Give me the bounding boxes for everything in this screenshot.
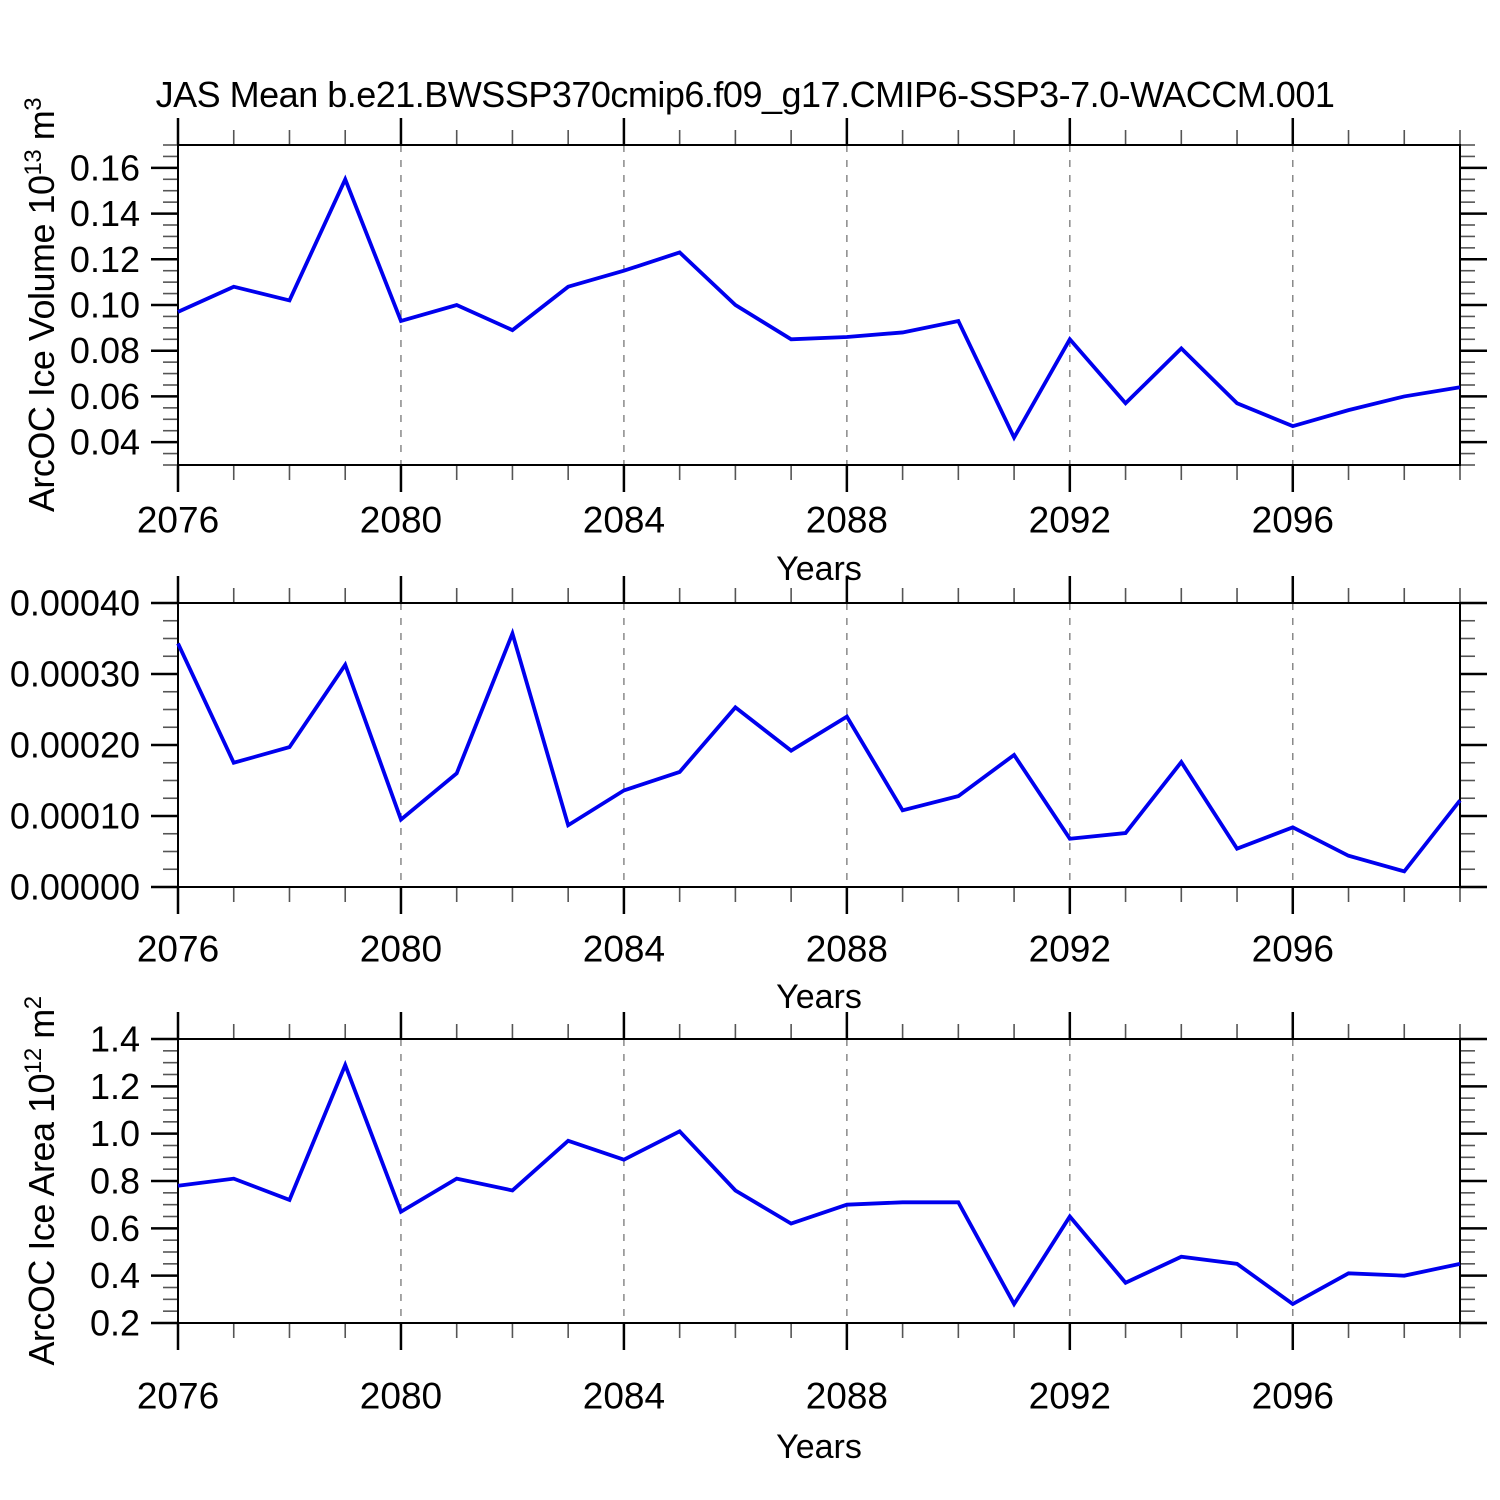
y-tick-label: 1.4 — [90, 1019, 140, 1060]
ice-volume-x-tick-labels: 2076 2080 2084 2088 2092 2096 — [137, 500, 1334, 541]
x-tick-label: 2080 — [360, 1376, 442, 1417]
x-tick-label: 2080 — [360, 929, 442, 970]
ice-middle-x-tick-labels: 2076 2080 2084 2088 2092 2096 — [137, 929, 1334, 970]
y-tick-label: 0.10 — [70, 285, 140, 326]
ice-middle-y-tick-labels: 0.00000 0.00010 0.00020 0.00030 0.00040 — [10, 583, 140, 908]
ice-middle-y-ticks — [151, 601, 1487, 889]
y-tick-label: 0.00030 — [10, 654, 140, 695]
y-tick-label: 0.8 — [90, 1161, 140, 1202]
x-tick-label: 2088 — [806, 929, 888, 970]
ice-volume-x-ticks — [176, 118, 1461, 492]
ice-area-y-ticks — [151, 1037, 1487, 1325]
ice-volume-gridlines — [400, 145, 1294, 465]
y-tick-label: 0.00040 — [10, 583, 140, 624]
x-tick-label: 2076 — [137, 500, 219, 541]
y-tick-label: 0.04 — [70, 422, 140, 463]
y-tick-label: 0.00020 — [10, 725, 140, 766]
ice-area-x-tick-labels: 2076 2080 2084 2088 2092 2096 — [137, 1376, 1334, 1417]
y-tick-label: 0.06 — [70, 376, 140, 417]
ice-volume-y-tick-labels: 0.04 0.06 0.080.10 0.12 0.14 0.16 — [70, 147, 140, 462]
ice-middle-x-axis-title: Years — [776, 978, 862, 1016]
ice-middle-x-ticks — [176, 576, 1461, 914]
y-tick-label: 0.2 — [90, 1303, 140, 1344]
x-tick-label: 2096 — [1252, 1376, 1334, 1417]
chart-ice-area: 0.2 0.4 0.6 0.8 1.0 1.2 1.4 2076 2080 2084 2088 209… — [90, 1012, 1487, 1466]
x-tick-label: 2092 — [1029, 1376, 1111, 1417]
y-tick-label: 0.12 — [70, 239, 140, 280]
ice-area-series-line — [177, 1059, 1461, 1308]
x-tick-label: 2080 — [360, 500, 442, 541]
y-tick-label: 0.00000 — [10, 867, 140, 908]
y-tick-label: 1.2 — [90, 1066, 140, 1107]
ice-area-x-ticks — [176, 1012, 1461, 1350]
y-tick-label: 1.0 — [90, 1113, 140, 1154]
ice-middle-frame — [177, 602, 1461, 888]
x-tick-label: 2084 — [583, 1376, 665, 1417]
ice-area-y-tick-labels: 0.2 0.4 0.6 0.8 1.0 1.2 1.4 — [90, 1019, 140, 1344]
x-tick-label: 2092 — [1029, 500, 1111, 541]
chart-title: JAS Mean b.e21.BWSSP370cmip6.f09_g17.CMI… — [155, 74, 1335, 115]
y-tick-label: 0.16 — [70, 147, 140, 188]
x-tick-label: 2088 — [806, 500, 888, 541]
x-tick-label: 2096 — [1252, 929, 1334, 970]
x-tick-label: 2076 — [137, 1376, 219, 1417]
ice-volume-frame — [177, 144, 1461, 466]
y-tick-label: 0.08 — [70, 330, 140, 371]
x-tick-label: 2088 — [806, 1376, 888, 1417]
ice-middle-series-line — [176, 627, 1462, 874]
y-tick-label: 0.14 — [70, 193, 140, 234]
ice-volume-y-ticks — [151, 144, 1487, 466]
y-tick-label: 0.00010 — [10, 796, 140, 837]
ice-volume-series-line — [177, 174, 1461, 442]
x-tick-label: 2084 — [583, 929, 665, 970]
y-tick-label: 0.4 — [90, 1255, 140, 1296]
ice-middle-gridlines — [400, 603, 1294, 887]
chart-ice-volume: 0.04 0.06 0.080.10 0.12 0.14 0.16 2076 2080 2084… — [70, 118, 1487, 588]
ice-area-gridlines — [400, 1039, 1294, 1323]
ice-area-x-axis-title: Years — [776, 1428, 862, 1466]
x-tick-label: 2076 — [137, 929, 219, 970]
ice-volume-x-axis-title: Years — [776, 550, 862, 588]
x-tick-label: 2096 — [1252, 500, 1334, 541]
x-tick-label: 2092 — [1029, 929, 1111, 970]
ice-area-frame — [177, 1038, 1461, 1324]
y-tick-label: 0.6 — [90, 1208, 140, 1249]
x-tick-label: 2084 — [583, 500, 665, 541]
